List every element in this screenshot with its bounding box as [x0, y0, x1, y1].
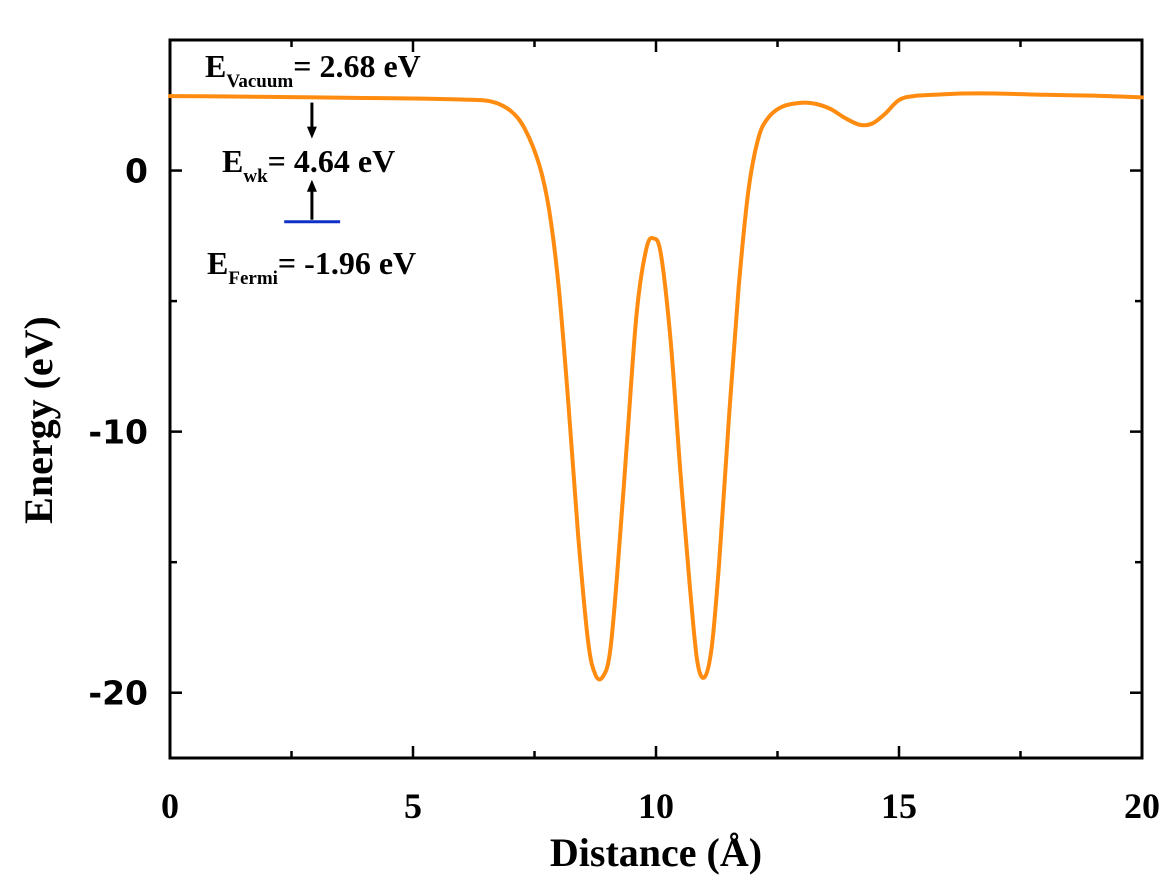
x-tick-label: 5 — [404, 786, 422, 826]
fermi-annotation: EFermi= -1.96 eV — [207, 245, 416, 289]
tick-marks — [168, 38, 1144, 758]
y-axis-title: Energy (eV) — [16, 316, 61, 524]
y-tick-label: -10 — [88, 413, 148, 452]
energy-curve — [168, 91, 1144, 682]
x-tick-label: 15 — [881, 786, 917, 826]
x-tick-labels: 0 5 10 15 20 — [161, 786, 1160, 826]
x-tick-label: 10 — [638, 786, 674, 826]
work-function-annotation: Ewk= 4.64 eV — [222, 143, 395, 187]
x-axis-title: Distance (Å) — [550, 830, 762, 875]
x-tick-label: 0 — [161, 786, 179, 826]
x-tick-label: 20 — [1124, 786, 1160, 826]
work-function-arrows — [306, 102, 317, 220]
y-tick-labels: 0 -10 -20 — [88, 152, 148, 713]
y-tick-label: -20 — [88, 674, 148, 713]
arrow-down-head — [306, 126, 317, 139]
vacuum-annotation: EVacuum= 2.68 eV — [205, 48, 421, 92]
arrow-up-head — [306, 179, 317, 192]
y-tick-label: 0 — [125, 152, 148, 191]
